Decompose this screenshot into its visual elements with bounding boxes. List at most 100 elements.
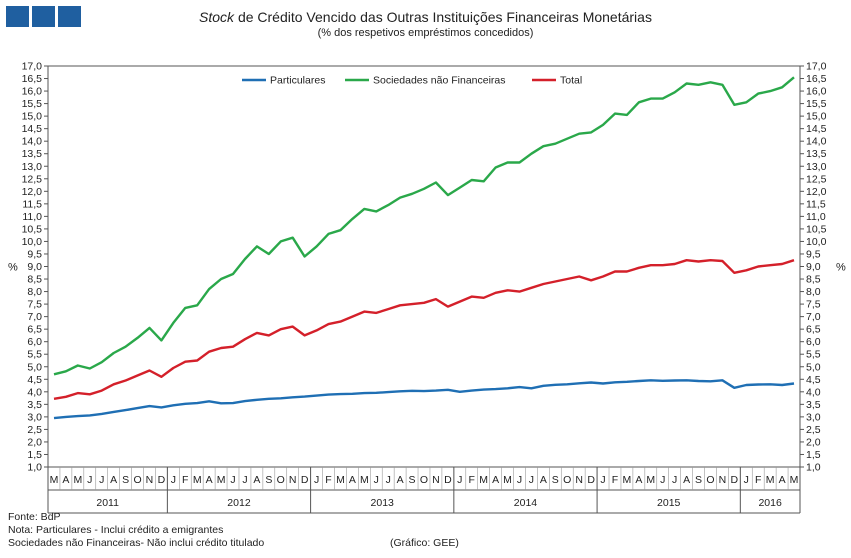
- x-tick-label-year: 2011: [96, 497, 119, 509]
- y-axis-label-left: %: [8, 262, 18, 274]
- x-tick-label-month: D: [731, 474, 739, 486]
- y-tick-label-right: 12,5: [806, 173, 827, 185]
- y-tick-label-right: 1,0: [806, 462, 821, 474]
- y-tick-label-right: 2,0: [806, 436, 821, 448]
- y-tick-label-right: 7,5: [806, 299, 821, 311]
- x-tick-label-month: M: [360, 474, 369, 486]
- y-tick-label-right: 4,0: [806, 386, 821, 398]
- x-tick-label-month: M: [646, 474, 655, 486]
- x-tick-label-month: A: [253, 474, 260, 486]
- y-tick-label-left: 9,5: [27, 248, 42, 260]
- logo-block: [58, 6, 81, 27]
- y-tick-label-left: 14,5: [22, 123, 43, 135]
- y-tick-label-right: 11,0: [806, 211, 826, 223]
- y-tick-label-right: 12,0: [806, 186, 827, 198]
- y-tick-label-right: 2,5: [806, 424, 821, 436]
- x-tick-label-month: S: [122, 474, 129, 486]
- x-tick-label-month: S: [695, 474, 702, 486]
- x-tick-label-month: F: [325, 474, 331, 486]
- source-note: Fonte: BdP: [8, 511, 61, 523]
- y-tick-label-right: 11,5: [806, 198, 826, 210]
- y-tick-label-left: 7,5: [27, 299, 42, 311]
- x-tick-label-month: O: [420, 474, 428, 486]
- x-tick-label-month: D: [444, 474, 452, 486]
- x-tick-label-month: N: [432, 474, 440, 486]
- series-line-total: [53, 259, 795, 400]
- y-tick-label-right: 8,0: [806, 286, 821, 298]
- chart-title: Stock de Crédito Vencido das Outras Inst…: [0, 9, 851, 25]
- x-tick-label-month: M: [503, 474, 512, 486]
- y-tick-label-left: 6,0: [27, 336, 42, 348]
- y-tick-label-left: 6,5: [27, 324, 42, 336]
- y-tick-label-right: 16,0: [806, 86, 827, 98]
- x-tick-label-month: N: [289, 474, 297, 486]
- y-tick-label-right: 9,0: [806, 261, 821, 273]
- y-tick-label-right: 5,5: [806, 349, 821, 361]
- x-tick-label-month: M: [336, 474, 345, 486]
- legend-label-particulares: Particulares: [270, 75, 325, 87]
- y-tick-label-right: 13,5: [806, 148, 827, 160]
- y-tick-label-left: 16,0: [22, 86, 43, 98]
- x-tick-label-month: F: [755, 474, 761, 486]
- x-tick-label-month: O: [133, 474, 141, 486]
- y-tick-label-left: 12,0: [22, 186, 43, 198]
- x-tick-label-month: M: [766, 474, 775, 486]
- y-tick-label-left: 5,0: [27, 361, 42, 373]
- x-tick-label-month: M: [217, 474, 226, 486]
- x-tick-label-month: J: [87, 474, 92, 486]
- x-tick-label-month: D: [301, 474, 309, 486]
- x-tick-label-month: A: [779, 474, 786, 486]
- legend-label-total: Total: [560, 75, 582, 87]
- y-tick-label-left: 11,0: [22, 211, 42, 223]
- y-tick-label-left: 3,5: [27, 399, 42, 411]
- x-tick-label-month: A: [62, 474, 69, 486]
- y-tick-label-right: 4,5: [806, 374, 821, 386]
- x-tick-label-month: S: [265, 474, 272, 486]
- y-tick-label-left: 13,5: [22, 148, 43, 160]
- y-tick-label-left: 3,0: [27, 411, 42, 423]
- x-tick-label-month: D: [158, 474, 166, 486]
- y-tick-label-left: 7,0: [27, 311, 42, 323]
- x-tick-label-month: A: [540, 474, 547, 486]
- x-tick-label-month: J: [529, 474, 534, 486]
- x-tick-label-month: N: [146, 474, 154, 486]
- y-tick-label-right: 1,5: [806, 449, 821, 461]
- legend-label-sociedades-nao-financeiras: Sociedades não Financeiras: [373, 75, 506, 87]
- x-tick-label-month: J: [374, 474, 379, 486]
- y-tick-label-left: 9,0: [27, 261, 42, 273]
- x-tick-label-month: A: [110, 474, 117, 486]
- y-tick-label-right: 15,5: [806, 98, 827, 110]
- y-tick-label-left: 8,5: [27, 274, 42, 286]
- x-tick-label-month: J: [457, 474, 462, 486]
- logo-block: [32, 6, 55, 27]
- y-tick-label-left: 11,5: [22, 198, 42, 210]
- x-tick-label-month: J: [386, 474, 391, 486]
- y-tick-label-right: 8,5: [806, 274, 821, 286]
- y-tick-label-right: 6,5: [806, 324, 821, 336]
- x-tick-label-month: J: [171, 474, 176, 486]
- y-tick-label-right: 16,5: [806, 73, 827, 85]
- y-axis-label-right: %: [836, 262, 846, 274]
- y-tick-label-right: 9,5: [806, 248, 821, 260]
- y-tick-label-right: 15,0: [806, 111, 827, 123]
- y-tick-label-right: 7,0: [806, 311, 821, 323]
- x-tick-label-month: N: [575, 474, 583, 486]
- x-tick-label-month: J: [672, 474, 677, 486]
- chart-title-rest: de Crédito Vencido das Outras Instituiçõ…: [234, 9, 652, 25]
- y-tick-label-left: 2,0: [27, 436, 42, 448]
- x-tick-label-month: J: [230, 474, 235, 486]
- y-tick-label-left: 13,0: [22, 161, 43, 173]
- chart-subtitle: (% dos respetivos empréstimos concedidos…: [317, 27, 534, 39]
- series-line-particulares: [53, 379, 795, 420]
- y-tick-label-right: 14,0: [806, 136, 827, 148]
- y-tick-label-left: 10,5: [22, 223, 43, 235]
- footer-notes: Fonte: BdP Nota: Particulares - Inclui c…: [8, 511, 264, 550]
- x-tick-label-month: N: [719, 474, 727, 486]
- y-tick-label-right: 14,5: [806, 123, 827, 135]
- y-tick-label-left: 17,0: [22, 61, 43, 73]
- x-tick-label-month: F: [469, 474, 475, 486]
- x-tick-label-month: S: [409, 474, 416, 486]
- y-tick-label-left: 15,0: [22, 111, 43, 123]
- x-tick-label-year: 2013: [371, 497, 395, 509]
- x-tick-label-month: A: [349, 474, 356, 486]
